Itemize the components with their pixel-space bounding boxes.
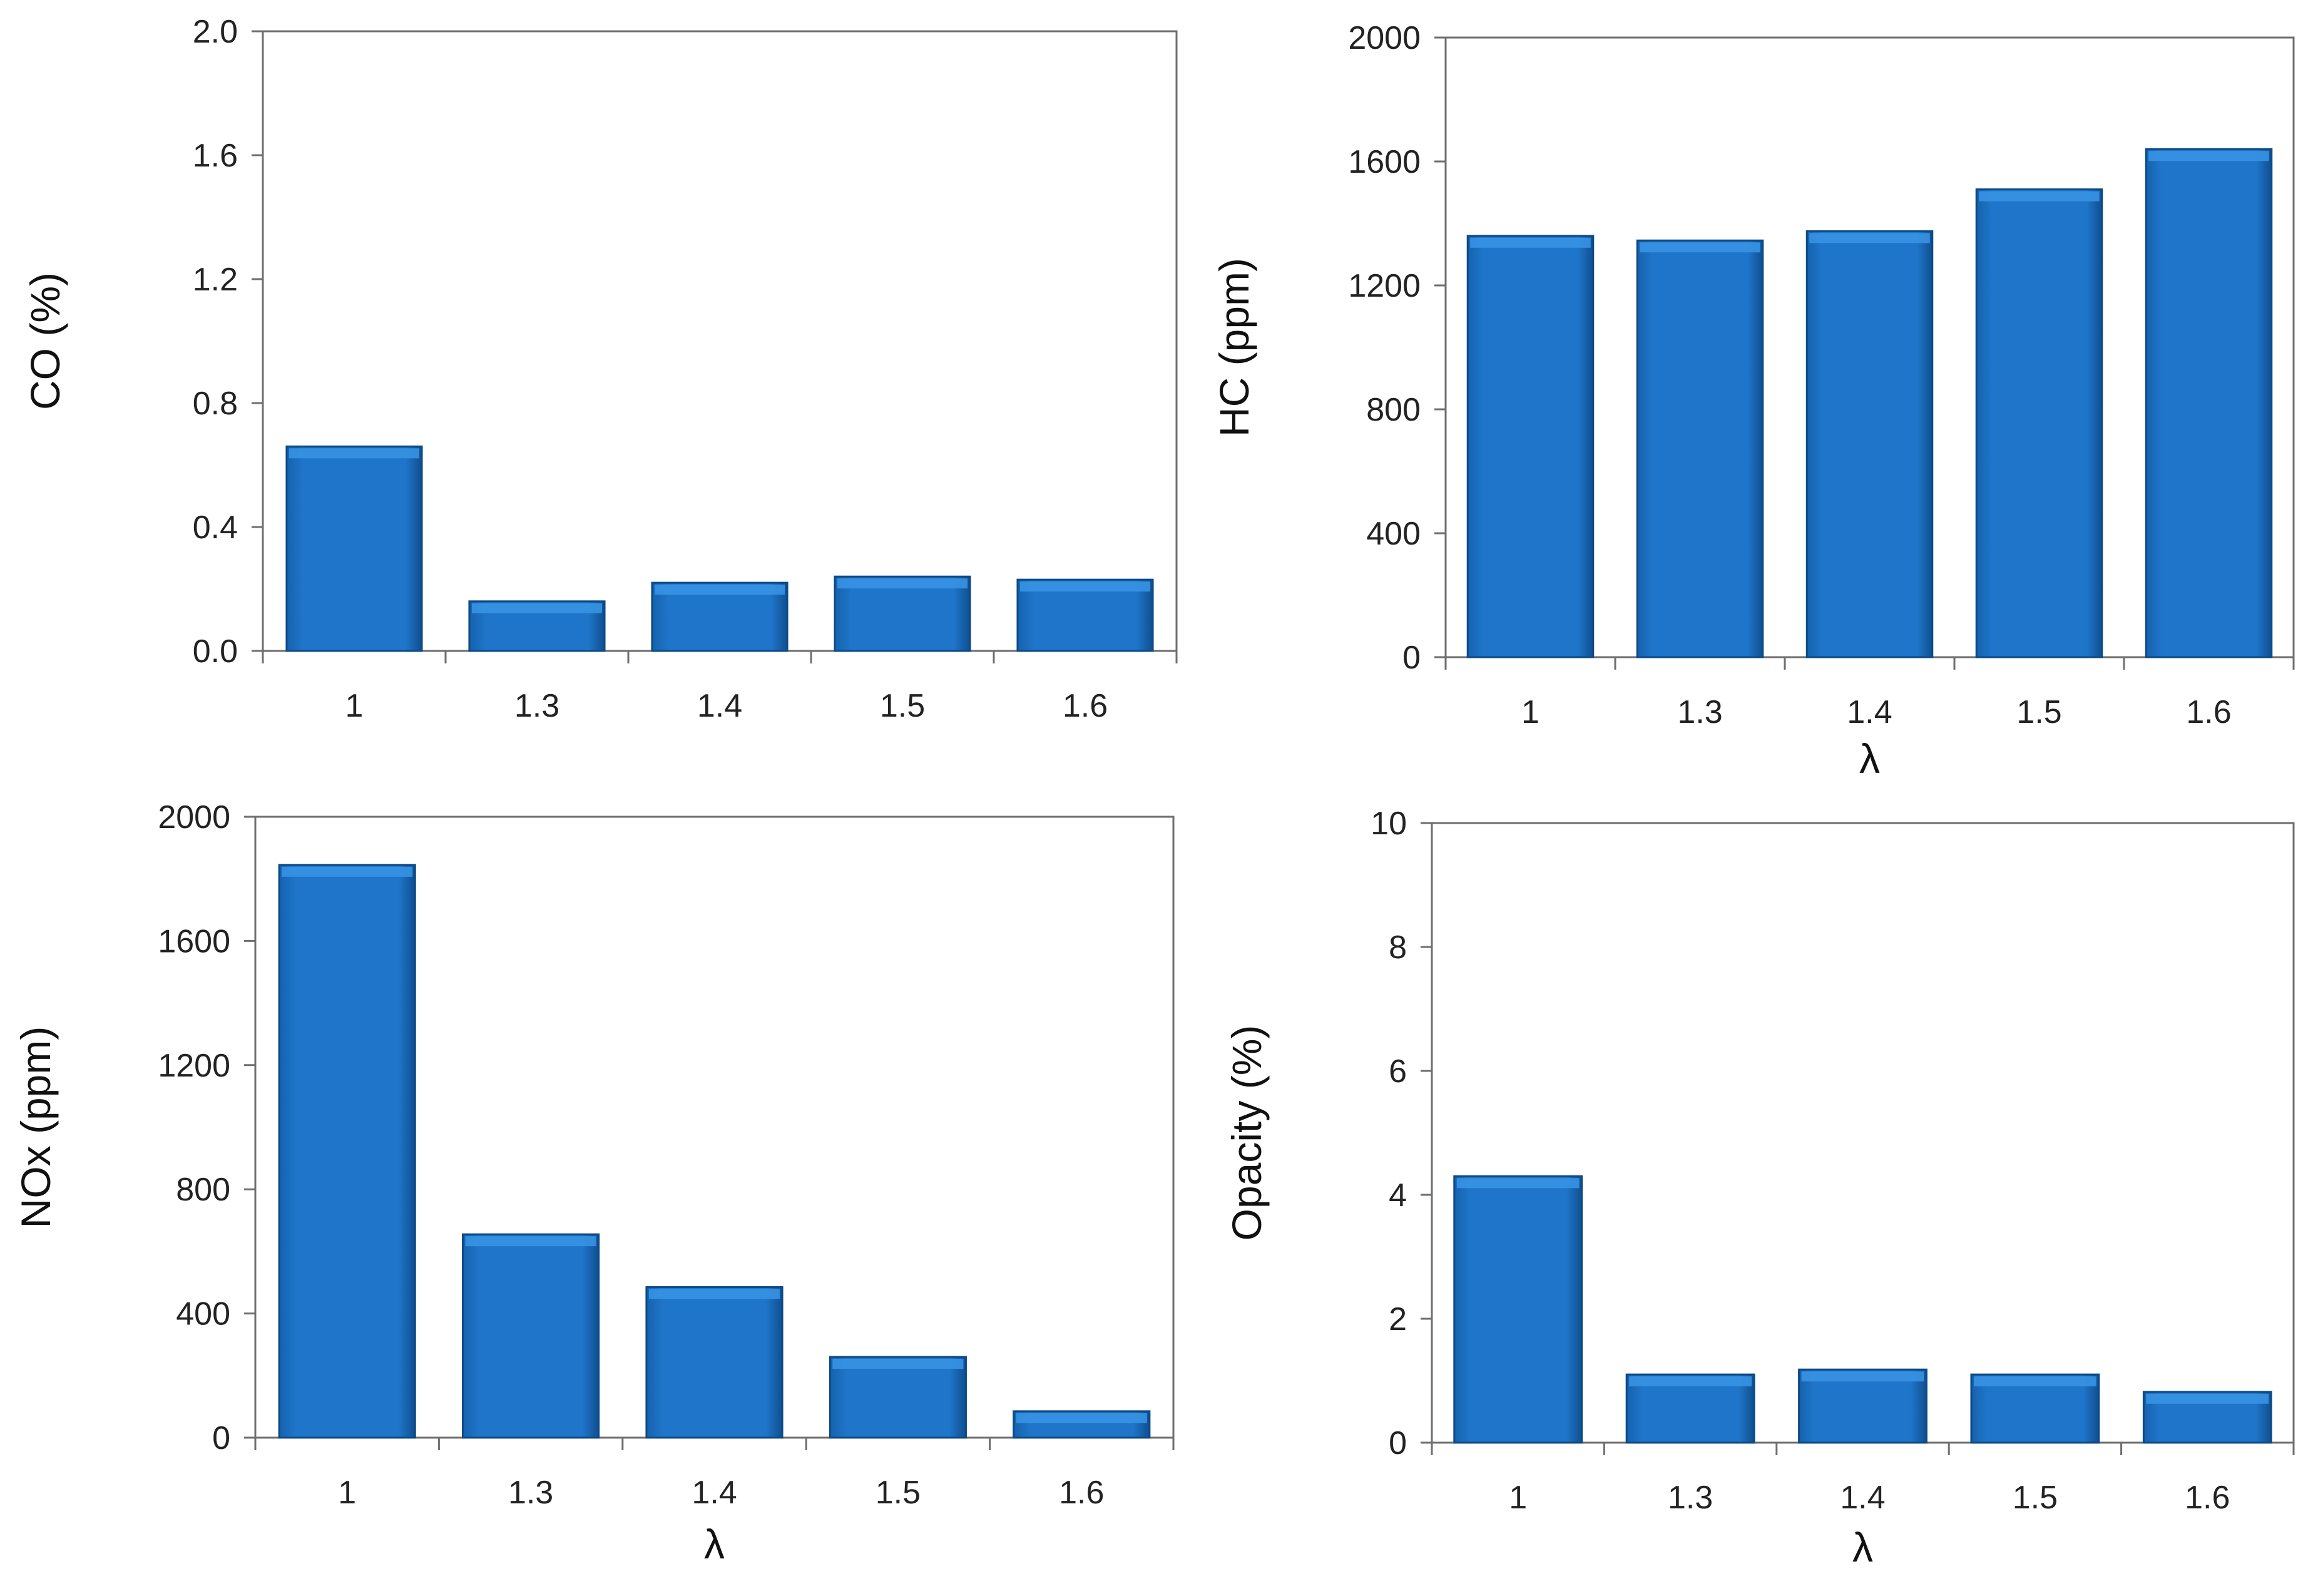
- hc-y-tick-label: 1600: [1348, 144, 1421, 180]
- opacity-x-axis-label: λ: [1852, 1524, 1873, 1570]
- nox-y-tick-label: 2000: [158, 799, 230, 836]
- opacity-y-tick-label: 0: [1389, 1425, 1407, 1461]
- hc-x-tick-label: 1.6: [2186, 694, 2231, 730]
- nox-x-tick-label: 1.6: [1059, 1475, 1104, 1511]
- nox-y-tick-label: 1200: [158, 1048, 230, 1084]
- co-y-tick-label: 1.2: [193, 262, 238, 298]
- opacity-bar-1_6: [2142, 1391, 2272, 1444]
- nox-bar-1_4: [645, 1286, 784, 1439]
- nox-x-tick-label: 1.4: [692, 1475, 737, 1511]
- co-y-tick-label: 0.8: [193, 386, 238, 422]
- opacity-y-tick-label: 8: [1389, 929, 1407, 966]
- opacity-y-tick-label: 4: [1389, 1177, 1407, 1214]
- nox-y-axis-label: NOx (ppm): [13, 1026, 59, 1229]
- nox-x-tick-label: 1: [338, 1475, 356, 1511]
- opacity-y-tick-label: 2: [1389, 1301, 1407, 1338]
- co-y-tick-label: 2.0: [193, 14, 238, 50]
- co-bar-1_3: [468, 600, 606, 652]
- hc-x-tick-label: 1: [1521, 694, 1539, 730]
- opacity-x-tick-label: 1.5: [2013, 1480, 2058, 1516]
- nox-y-tick-label: 1600: [158, 923, 230, 959]
- nox-y-tick-label: 0: [212, 1420, 230, 1456]
- opacity-y-axis-label: Opacity (%): [1223, 1025, 1270, 1241]
- hc-y-tick-label: 1200: [1348, 268, 1421, 304]
- nox-bar-1: [278, 864, 416, 1439]
- hc-x-tick-label: 1.3: [1677, 694, 1722, 730]
- hc-y-tick-label: 800: [1366, 392, 1421, 428]
- hc-chart: 0 400 800 1200 1600 2000 1 1.3 1.4 1.5 1.6 HC (ppm)…: [1211, 20, 2295, 782]
- nox-x-tick-label: 1.5: [876, 1475, 921, 1511]
- hc-x-tick-label: 1.5: [2016, 694, 2061, 730]
- co-x-tick-label: 1.4: [697, 688, 742, 724]
- nox-y-tick-label: 400: [176, 1296, 230, 1333]
- hc-bar-1_5: [1975, 188, 2103, 658]
- co-y-tick-label: 0.0: [193, 633, 238, 670]
- hc-bar-1_6: [2145, 148, 2273, 658]
- co-x-tick-label: 1.3: [514, 688, 559, 724]
- nox-x-axis-label: λ: [704, 1521, 725, 1567]
- hc-y-tick-label: 400: [1366, 516, 1421, 552]
- hc-bar-1_3: [1636, 239, 1764, 658]
- hc-y-axis-label: HC (ppm): [1211, 258, 1257, 437]
- opacity-y-tick-label: 6: [1389, 1053, 1407, 1090]
- nox-y-tick-label: 800: [176, 1172, 230, 1208]
- hc-y-tick-label: 2000: [1348, 20, 1421, 56]
- opacity-bar-1_4: [1798, 1368, 1928, 1444]
- co-bar-1_5: [834, 575, 971, 652]
- nox-x-tick-label: 1.3: [508, 1475, 553, 1511]
- opacity-bar-1_3: [1625, 1373, 1755, 1444]
- opacity-x-tick-label: 1.6: [2185, 1480, 2230, 1516]
- opacity-bar-1: [1453, 1175, 1583, 1444]
- opacity-x-tick-label: 1: [1509, 1480, 1527, 1516]
- opacity-chart: 0 2 4 6 8 10 1 1.3 1.4 1.5 1.6 Opacity (%) λ: [1223, 806, 2295, 1570]
- nox-bar-1_6: [1013, 1410, 1151, 1439]
- hc-bar-1: [1466, 235, 1595, 658]
- co-bar-1: [285, 445, 423, 652]
- nox-bar-1_3: [462, 1233, 600, 1439]
- opacity-y-tick-label: 10: [1371, 806, 1407, 842]
- co-y-tick-label: 1.6: [193, 138, 238, 174]
- co-y-tick-label: 0.4: [193, 509, 238, 546]
- co-x-tick-label: 1.6: [1063, 688, 1108, 724]
- co-chart: 0.0 0.4 0.8 1.2 1.6 2.0 1 1.3 1.4 1.5 1.6 CO (%): [22, 14, 1178, 724]
- co-x-tick-label: 1: [345, 688, 364, 724]
- co-x-tick-label: 1.5: [880, 688, 925, 724]
- opacity-x-tick-label: 1.3: [1668, 1480, 1713, 1516]
- hc-x-axis-label: λ: [1859, 735, 1880, 782]
- co-y-axis-label: CO (%): [22, 272, 68, 410]
- hc-bar-1_4: [1805, 230, 1934, 658]
- co-bar-1_4: [651, 581, 789, 652]
- nox-chart: 0 400 800 1200 1600 2000 1 1.3 1.4 1.5 1.6 NOx (ppm…: [13, 799, 1175, 1567]
- hc-y-tick-label: 0: [1402, 640, 1421, 676]
- co-bar-1_6: [1016, 578, 1154, 652]
- opacity-bar-1_5: [1970, 1373, 2100, 1444]
- hc-x-tick-label: 1.4: [1847, 694, 1892, 730]
- nox-bar-1_5: [829, 1356, 967, 1439]
- opacity-x-tick-label: 1.4: [1840, 1480, 1885, 1516]
